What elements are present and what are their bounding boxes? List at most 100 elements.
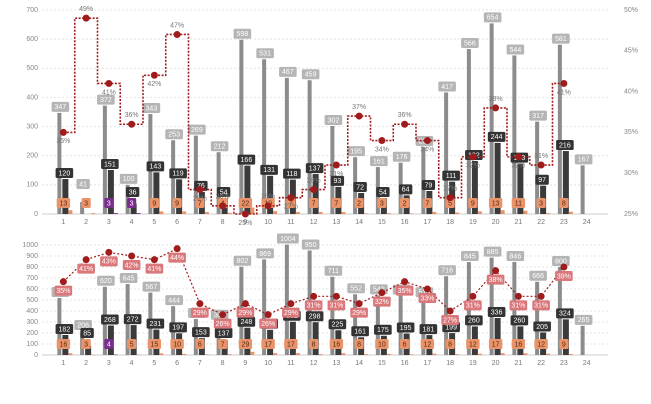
bar	[580, 165, 585, 214]
label-box	[510, 315, 529, 326]
bar	[546, 213, 551, 214]
y-tick-label: 700	[26, 275, 38, 282]
x-tick-label: 6	[175, 219, 179, 226]
bar	[182, 353, 187, 355]
data-label: 15	[150, 341, 158, 348]
data-label: 869	[259, 251, 271, 258]
label-box	[422, 198, 432, 208]
label-box	[301, 239, 320, 250]
data-label: 175	[377, 327, 389, 334]
data-label: 31%	[466, 303, 480, 310]
data-label: 8	[448, 341, 452, 348]
label-box	[188, 124, 206, 135]
data-label: 265	[578, 317, 590, 324]
x-tick-label: 13	[332, 219, 340, 226]
label-box	[396, 322, 415, 333]
label-box	[77, 263, 95, 274]
bar	[273, 353, 278, 355]
label-box	[347, 283, 365, 294]
label-box	[483, 246, 502, 257]
label-box	[506, 250, 525, 261]
data-label: 253	[168, 132, 180, 139]
data-label: 268	[104, 317, 116, 324]
x-tick-label: 17	[423, 360, 431, 367]
data-label: 44%	[170, 255, 184, 262]
data-label: 231	[150, 321, 162, 328]
bar	[546, 353, 551, 355]
x-tick-label: 22	[537, 360, 545, 367]
bar	[562, 151, 569, 214]
label-box	[276, 233, 299, 244]
line-marker	[241, 300, 249, 308]
data-label: 666	[532, 273, 544, 280]
x-tick-label: 23	[560, 360, 568, 367]
data-label: 41%	[102, 89, 116, 96]
label-box	[370, 156, 388, 167]
label-box	[256, 48, 274, 59]
data-label: 32%	[466, 163, 480, 170]
x-tick-label: 1	[61, 360, 65, 367]
label-box	[552, 33, 570, 44]
label-box	[329, 339, 344, 349]
data-label: 41%	[79, 266, 93, 273]
label-box	[438, 81, 456, 92]
data-label: 33%	[420, 295, 434, 302]
data-label: 205	[536, 324, 548, 331]
bar	[318, 354, 323, 355]
data-label: 620	[100, 278, 112, 285]
label-box	[373, 296, 391, 307]
label-box	[461, 38, 479, 49]
bar	[153, 172, 160, 214]
x-tick-label: 11	[287, 360, 294, 367]
x-tick-label: 10	[264, 360, 272, 367]
label-box	[286, 198, 296, 208]
data-label: 26%	[216, 321, 230, 328]
bar	[85, 345, 92, 355]
data-label: 8	[562, 200, 566, 207]
label-box	[309, 339, 319, 349]
data-label: 7	[198, 200, 202, 207]
data-label: 654	[487, 15, 499, 22]
data-label: 12	[469, 341, 477, 348]
x-tick-label: 14	[355, 360, 363, 367]
data-label: 42%	[147, 81, 161, 88]
line-marker	[537, 161, 545, 169]
y-tick-label: 0	[34, 211, 38, 218]
x-tick-label: 5	[152, 219, 156, 226]
y-tick-label: 100	[26, 182, 38, 189]
line-marker	[219, 311, 227, 319]
x-tick-label: 8	[221, 360, 225, 367]
label-box	[445, 339, 455, 349]
bar	[477, 211, 482, 214]
label-box	[351, 326, 369, 337]
bar	[284, 77, 289, 214]
label-box	[56, 339, 71, 349]
data-label: 35%	[398, 288, 412, 295]
label-box	[165, 129, 183, 140]
x-tick-label: 4	[130, 219, 134, 226]
label-box	[147, 339, 162, 349]
data-label: 166	[241, 157, 253, 164]
label-box	[142, 103, 161, 114]
label-box	[216, 187, 231, 197]
data-label: 17	[264, 341, 272, 348]
label-box	[261, 339, 275, 349]
x-tick-label: 16	[401, 360, 409, 367]
label-box	[488, 198, 503, 208]
x-tick-label: 21	[514, 219, 522, 226]
label-box	[149, 198, 159, 208]
line-marker	[105, 79, 113, 87]
data-label: 1004	[280, 236, 296, 243]
data-label: 3	[130, 200, 134, 207]
data-label: 41	[79, 181, 87, 188]
bar	[341, 211, 346, 214]
data-label: 467	[282, 69, 294, 76]
bar	[318, 211, 323, 214]
label-box	[165, 295, 183, 306]
data-label: 5	[448, 200, 452, 207]
label-box	[529, 110, 547, 121]
data-label: 176	[396, 154, 408, 161]
data-label: 711	[328, 268, 339, 275]
label-box	[438, 265, 456, 276]
label-box	[529, 270, 547, 281]
